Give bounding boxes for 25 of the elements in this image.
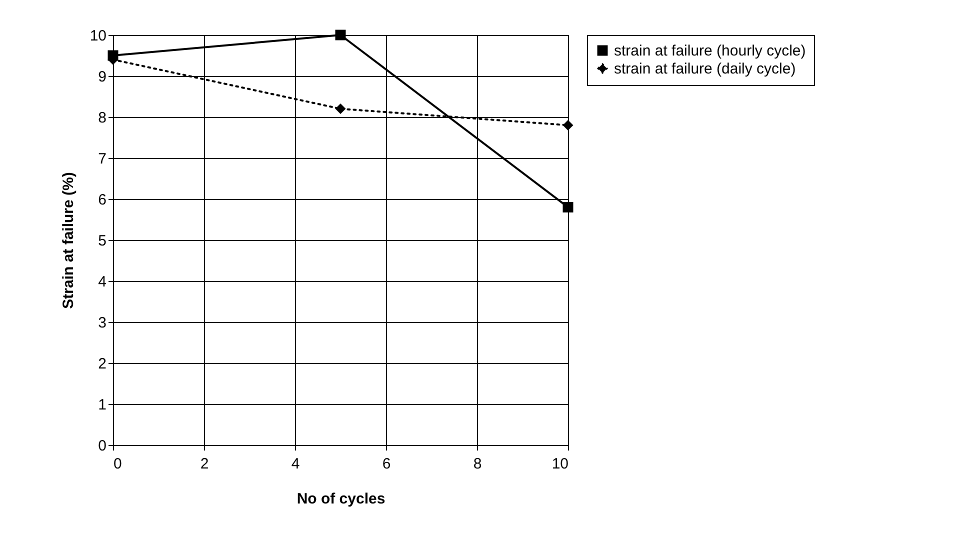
- legend-label: strain at failure (daily cycle): [614, 60, 796, 78]
- y-tick-label: 3: [98, 314, 106, 332]
- x-tick-label: 0: [114, 456, 122, 472]
- point: [335, 104, 346, 114]
- legend-label: strain at failure (hourly cycle): [614, 42, 806, 60]
- y-tick-label: 10: [90, 28, 106, 44]
- y-tick-label: 7: [98, 150, 106, 168]
- point: [562, 202, 574, 212]
- point: [562, 120, 574, 130]
- x-tick-label: 8: [473, 456, 482, 472]
- x-tick-label: 2: [200, 456, 209, 472]
- y-tick-label: 2: [98, 356, 106, 372]
- y-tick-label: 9: [98, 68, 106, 86]
- point: [335, 30, 346, 40]
- y-axis-title: Strain at failure (%): [60, 172, 77, 309]
- y-tick-label: 1: [98, 396, 106, 414]
- y-tick-label: 0: [98, 438, 106, 454]
- x-tick-label: 4: [291, 456, 300, 472]
- y-tick-label: 8: [98, 110, 106, 126]
- x-tick-label: 6: [382, 456, 391, 472]
- y-tick-label: 5: [98, 232, 106, 250]
- x-tick-label: 10: [552, 456, 568, 472]
- y-tick-label: 6: [98, 192, 106, 208]
- x-axis-title: No of cycles: [296, 490, 386, 508]
- y-tick-label: 4: [98, 274, 106, 290]
